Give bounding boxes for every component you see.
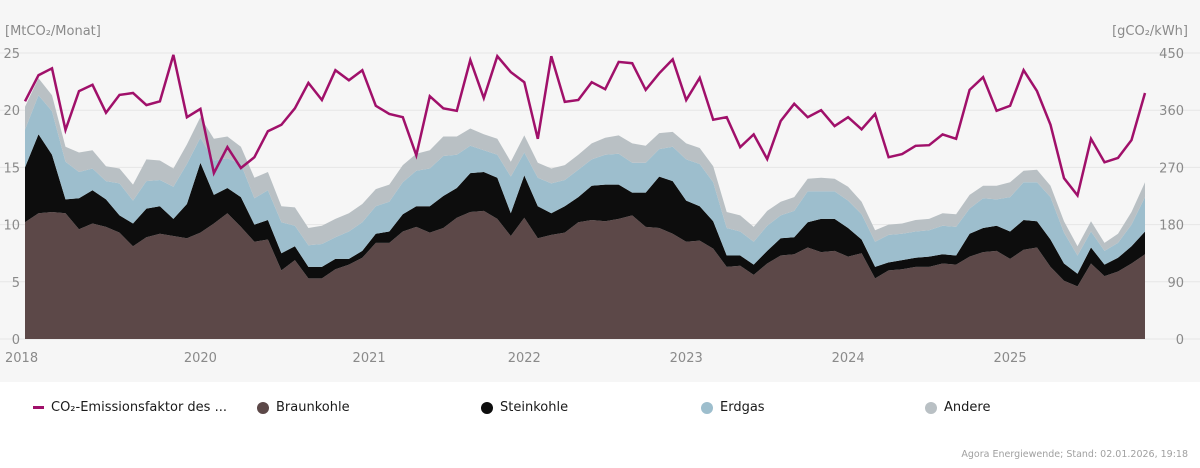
legend-label: Steinkohle: [500, 400, 569, 415]
line-series: [23, 53, 1147, 199]
y-tick-label-left: 25: [3, 47, 20, 62]
y-tick-label-left: 0: [12, 333, 20, 348]
legend-label: Erdgas: [720, 400, 765, 415]
area-andere[interactable]: [25, 78, 1145, 256]
x-tick-label: 2018: [5, 351, 38, 366]
x-tick-label: 2021: [353, 351, 386, 366]
area-braunkohle[interactable]: [25, 210, 1145, 339]
y-tick-label-left: 15: [3, 161, 20, 176]
y-tick-label-left: 5: [12, 276, 20, 291]
area-erdgas[interactable]: [25, 95, 1145, 274]
y-axis-right-ticks: 0 90 180 270 360 450: [1159, 47, 1184, 348]
y-tick-label-right: 90: [1167, 276, 1184, 291]
x-tick-label: 2020: [184, 351, 217, 366]
legend-item-emission-factor[interactable]: CO₂-Emissionsfaktor des ...: [33, 400, 227, 415]
y-tick-label-right: 270: [1159, 161, 1184, 176]
legend-item-braunkohle[interactable]: Braunkohle: [257, 400, 350, 415]
dot-swatch-icon: [481, 401, 493, 414]
x-tick-label: 2023: [670, 351, 703, 366]
y-tick-label-right: 450: [1159, 47, 1184, 62]
x-axis-ticks: 2018 2020 2021 2022 2023 2024 2025: [5, 351, 1027, 366]
legend-item-andere[interactable]: Andere: [925, 400, 990, 415]
y-tick-label-right: 180: [1159, 219, 1184, 234]
x-tick-label: 2025: [994, 351, 1027, 366]
legend-label: Braunkohle: [276, 400, 350, 415]
legend-item-steinkohle[interactable]: Steinkohle: [481, 400, 568, 415]
dot-swatch-icon: [257, 401, 269, 414]
y-tick-label-right: 360: [1159, 104, 1184, 119]
legend-label: CO₂-Emissionsfaktor des ...: [51, 400, 227, 415]
y-tick-label-left: 20: [3, 104, 20, 119]
y-axis-right-label: [gCO₂/kWh]: [1112, 24, 1188, 39]
y-tick-label-right: 0: [1176, 333, 1184, 348]
legend: CO₂-Emissionsfaktor des ... Braunkohle S…: [0, 400, 1200, 422]
y-axis-left-ticks: 0 5 10 15 20 25: [3, 47, 20, 348]
line-swatch-icon: [33, 406, 44, 409]
x-tick-label: 2022: [508, 351, 541, 366]
legend-label: Andere: [944, 400, 991, 415]
area-steinkohle[interactable]: [25, 134, 1145, 287]
source-credit: Agora Energiewende; Stand: 02.01.2026, 1…: [961, 449, 1188, 460]
y-tick-label-left: 10: [3, 219, 20, 234]
dot-swatch-icon: [701, 401, 713, 414]
x-tick-label: 2024: [832, 351, 865, 366]
dot-swatch-icon: [925, 401, 937, 414]
stacked-areas: [25, 78, 1145, 339]
legend-item-erdgas[interactable]: Erdgas: [701, 400, 765, 415]
y-axis-left-label: [MtCO₂/Monat]: [5, 24, 101, 39]
line-emission-factor[interactable]: [23, 53, 1147, 199]
